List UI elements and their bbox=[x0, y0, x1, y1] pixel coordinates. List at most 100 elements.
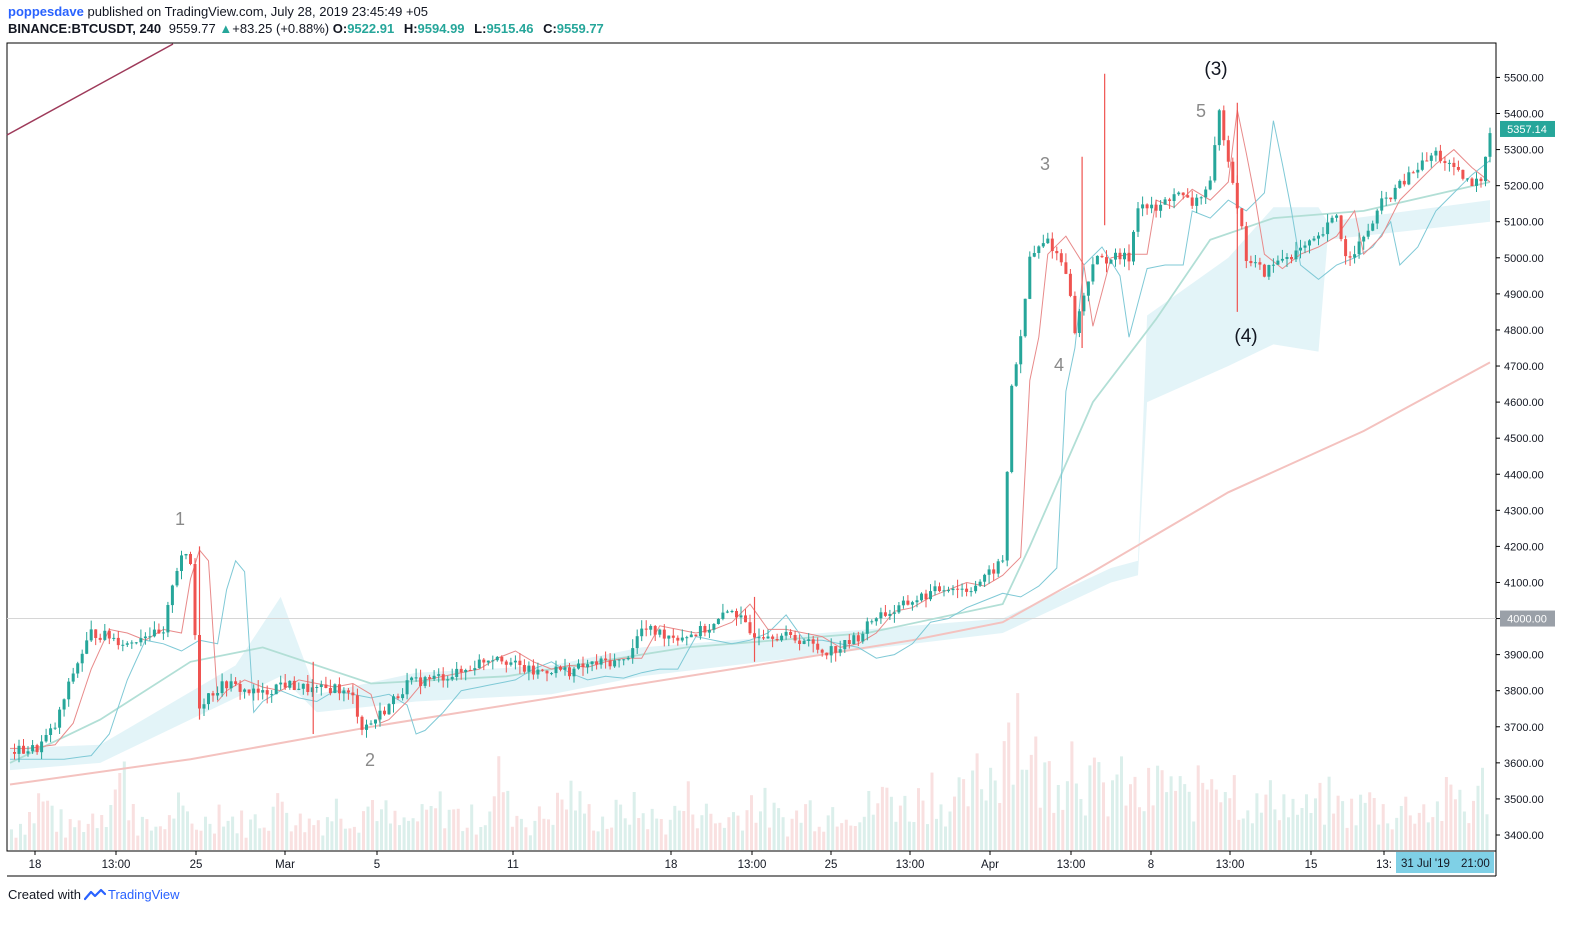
trend-line[interactable] bbox=[6, 43, 174, 136]
volume-bar bbox=[366, 806, 370, 850]
last-price-marker-label: 5357.14 bbox=[1507, 124, 1547, 136]
volume-bar bbox=[59, 809, 63, 850]
candle-body bbox=[1475, 178, 1478, 186]
candle-body bbox=[631, 648, 635, 658]
volume-bar bbox=[240, 810, 244, 850]
wave-label: 4 bbox=[1054, 355, 1064, 375]
volume-bar bbox=[1345, 827, 1349, 850]
volume-bar bbox=[569, 780, 573, 850]
candle-body bbox=[775, 639, 779, 641]
volume-bar bbox=[55, 831, 59, 850]
volume-bar bbox=[1065, 781, 1069, 850]
candle-body bbox=[730, 611, 734, 612]
price-tick-label: 4300.00 bbox=[1504, 505, 1544, 517]
candle-body bbox=[689, 634, 693, 638]
volume-bar bbox=[461, 831, 465, 850]
volume-bar bbox=[1201, 782, 1205, 850]
volume-bar bbox=[32, 823, 36, 850]
price-tick-label: 4200.00 bbox=[1504, 541, 1544, 553]
volume-bar bbox=[515, 815, 519, 850]
volume-bar bbox=[772, 802, 776, 850]
candle-body bbox=[1407, 172, 1411, 185]
level-marker-label: 4000.00 bbox=[1507, 614, 1547, 626]
volume-bar bbox=[673, 805, 677, 850]
candle-body bbox=[35, 745, 39, 753]
candle-body bbox=[938, 586, 941, 592]
price-tick-label: 5200.00 bbox=[1504, 181, 1544, 193]
candle-body bbox=[920, 593, 923, 601]
candle-body bbox=[513, 660, 517, 663]
volume-bar bbox=[655, 818, 659, 850]
price-tick-label: 4900.00 bbox=[1504, 289, 1544, 301]
volume-bar bbox=[799, 822, 803, 850]
candle-body bbox=[1335, 215, 1339, 218]
price-tick-label: 4500.00 bbox=[1504, 433, 1544, 445]
volume-bar bbox=[718, 822, 722, 850]
volume-bar bbox=[713, 823, 717, 850]
volume-bar bbox=[641, 813, 645, 850]
volume-bar bbox=[253, 814, 257, 850]
volume-bar bbox=[1408, 815, 1412, 850]
volume-bar bbox=[1092, 757, 1096, 850]
candle-body bbox=[933, 586, 937, 592]
candle-body bbox=[374, 719, 377, 724]
candle-body bbox=[1077, 311, 1081, 333]
tradingview-brand[interactable]: TradingView bbox=[107, 887, 180, 902]
volume-bar bbox=[1214, 789, 1218, 850]
author-name[interactable]: poppesdave bbox=[8, 4, 84, 19]
candle-body bbox=[739, 615, 743, 618]
candle-body bbox=[220, 681, 224, 694]
volume-bar bbox=[844, 819, 848, 850]
candle-body bbox=[225, 681, 229, 689]
candle-body bbox=[1163, 199, 1167, 205]
candle-body bbox=[1123, 252, 1126, 260]
volume-bar bbox=[122, 761, 126, 850]
volume-bar bbox=[1390, 829, 1394, 850]
volume-bar bbox=[939, 804, 943, 850]
volume-bar bbox=[795, 810, 799, 850]
volume-bar bbox=[86, 823, 90, 850]
volume-bar bbox=[330, 821, 334, 850]
volume-bar bbox=[1309, 813, 1313, 850]
candle-body bbox=[378, 710, 382, 720]
close-value: 9559.77 bbox=[556, 21, 604, 36]
volume-bar bbox=[777, 808, 781, 850]
candle-body bbox=[581, 663, 585, 668]
candle-body bbox=[1064, 262, 1068, 274]
candle-body bbox=[735, 611, 738, 618]
candle-body bbox=[193, 564, 197, 636]
volume-bar bbox=[1472, 800, 1475, 850]
time-tick-label: 13:00 bbox=[1057, 859, 1086, 871]
candle-body bbox=[640, 628, 644, 637]
price-change: +83.25 (+0.88%) bbox=[232, 21, 330, 36]
candle-body bbox=[351, 692, 355, 696]
volume-bar bbox=[438, 791, 442, 850]
volume-bar bbox=[867, 791, 871, 850]
volume-bar bbox=[547, 819, 550, 850]
candle-body bbox=[1177, 192, 1181, 195]
volume-bar bbox=[1079, 799, 1083, 850]
symbol-label[interactable]: BINANCE:BTCUSDT, 240 bbox=[8, 21, 162, 36]
candle-body bbox=[247, 689, 251, 694]
price-tick-label: 4100.00 bbox=[1504, 577, 1544, 589]
candle-body bbox=[1267, 265, 1271, 277]
volume-bar bbox=[1399, 806, 1403, 850]
volume-bar bbox=[1426, 822, 1430, 850]
volume-bar bbox=[578, 791, 582, 850]
candle-body bbox=[319, 684, 323, 687]
candle-body bbox=[992, 569, 996, 574]
volume-bar bbox=[659, 819, 663, 850]
candle-body bbox=[703, 626, 707, 633]
volume-bar bbox=[953, 796, 956, 850]
volume-bar bbox=[542, 818, 546, 850]
candle-body bbox=[816, 643, 820, 650]
volume-bar bbox=[1485, 814, 1489, 850]
candle-body bbox=[965, 588, 969, 592]
volume-bar bbox=[231, 816, 235, 850]
volume-bar bbox=[668, 819, 672, 850]
candle-body bbox=[536, 669, 540, 675]
candle-body bbox=[1434, 150, 1438, 156]
candle-body bbox=[76, 663, 80, 674]
volume-bar bbox=[1341, 801, 1345, 850]
